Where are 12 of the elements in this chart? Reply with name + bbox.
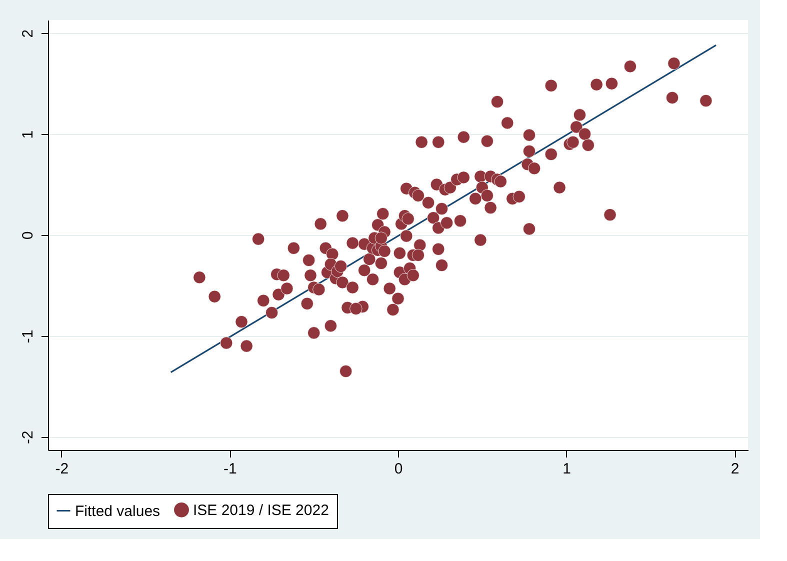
x-tick-label: 2: [730, 460, 740, 478]
x-tick-label: -1: [224, 460, 237, 478]
x-tick-label: 0: [394, 460, 403, 478]
legend-label: ISE 2019 / ISE 2022: [193, 502, 329, 519]
y-tick-label: 1: [20, 130, 36, 139]
y-tick-label: 0: [20, 231, 36, 240]
legend-label: Fitted values: [75, 502, 160, 520]
y-tick-label: -1: [20, 330, 36, 344]
x-tick-label: 1: [562, 460, 571, 478]
x-tick-label: -2: [55, 460, 69, 478]
y-tick-label: 2: [20, 29, 36, 38]
y-tick-label: -2: [20, 430, 36, 444]
